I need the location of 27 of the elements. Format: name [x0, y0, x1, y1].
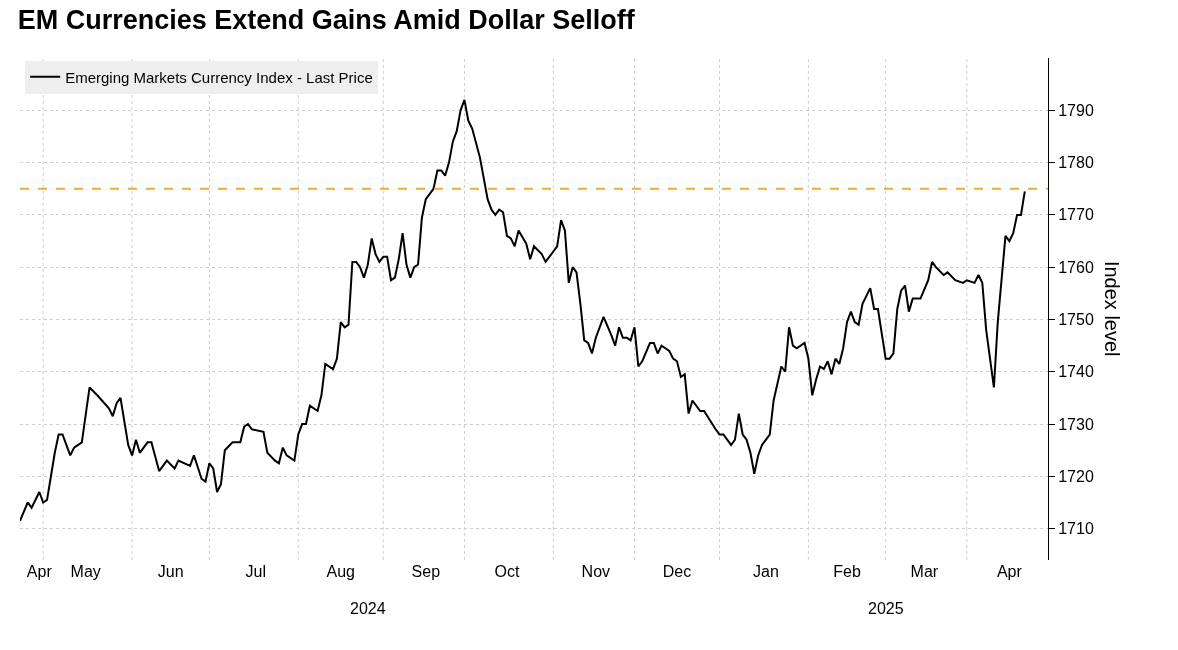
x-tick-label: Feb: [833, 563, 861, 580]
x-tick-label: Nov: [581, 563, 611, 580]
x-tick-label: Dec: [662, 563, 692, 580]
x-tick-label: May: [70, 563, 101, 580]
x-tick-label: Jun: [157, 563, 184, 580]
chart-title: EM Currencies Extend Gains Amid Dollar Selloff: [17, 4, 636, 35]
y-tick-label: 1790: [1058, 101, 1094, 119]
text: 2024: [350, 600, 386, 617]
y-axis-title: Index level: [1101, 260, 1124, 357]
x-tick-label: Jan: [752, 563, 779, 580]
x-tick-label: Aug: [326, 563, 355, 580]
y-tick-label: 1730: [1058, 415, 1094, 433]
text: 2025: [868, 600, 904, 617]
y-tick-label: 1760: [1058, 258, 1094, 276]
x-tick-label: Sep: [411, 563, 441, 580]
y-tick-label: 1710: [1058, 520, 1094, 538]
y-tick-label: 1720: [1058, 467, 1094, 485]
x-tick-label: Jul: [245, 563, 266, 580]
x-tick-label: Oct: [494, 563, 520, 580]
y-tick-label: 1770: [1058, 206, 1094, 224]
y-tick-label: 1750: [1058, 311, 1094, 329]
x-tick-label: Apr: [996, 563, 1023, 580]
x-tick-label: Apr: [26, 563, 53, 580]
y-tick-label: 1780: [1058, 154, 1094, 172]
legend-label: Emerging Markets Currency Index - Last Price: [65, 68, 373, 86]
y-tick-label: 1740: [1058, 363, 1094, 381]
x-tick-label: Mar: [910, 563, 939, 580]
